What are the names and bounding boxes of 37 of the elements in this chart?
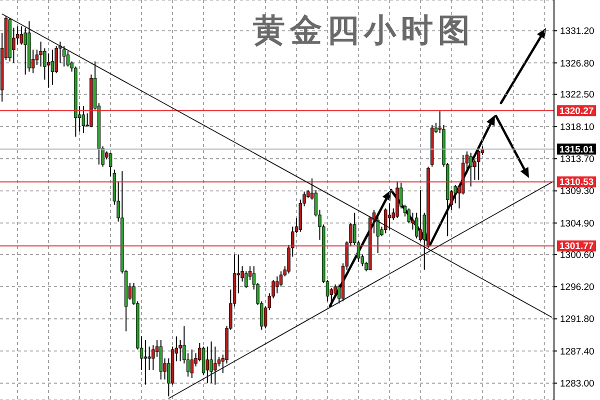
candlestick	[62, 46, 66, 68]
candlestick	[35, 49, 39, 66]
candlestick	[46, 52, 50, 88]
candlestick	[476, 149, 480, 180]
candlestick	[214, 346, 217, 386]
y-tick-label: 1318.10	[560, 122, 594, 133]
y-tick-label: 1296.20	[560, 282, 594, 294]
candlestick	[210, 341, 213, 384]
candlestick	[206, 346, 210, 384]
y-tick-label: 1287.40	[560, 346, 594, 358]
candlestick	[276, 276, 279, 294]
candlestick	[144, 340, 148, 386]
candlestick	[279, 270, 283, 288]
y-tick-label: 1300.60	[560, 250, 594, 261]
y-tick-label: 1304.90	[560, 218, 594, 230]
chart-title: 黄金四小时图	[253, 11, 475, 49]
candlestick	[388, 202, 392, 230]
candlestick	[418, 190, 422, 242]
candlestick	[24, 27, 27, 76]
candlestick	[217, 356, 221, 367]
candlestick	[39, 41, 42, 68]
candlestick	[66, 50, 70, 68]
candlestick	[469, 152, 472, 187]
candlestick	[190, 349, 194, 379]
y-tick-label: 1283.00	[560, 378, 594, 390]
candlestick	[148, 346, 151, 371]
candlestick	[82, 106, 86, 134]
y-tick-label: 1309.30	[560, 186, 594, 198]
y-tick-label: 1291.80	[560, 314, 594, 326]
y-tick-label: 1313.70	[560, 154, 594, 166]
candlestick	[384, 208, 388, 234]
y-tick-label: 1322.50	[560, 90, 594, 101]
y-tick-label: 1331.20	[560, 26, 594, 38]
y-tick-label: 1326.80	[560, 58, 594, 70]
candlestick	[178, 340, 182, 362]
candlestick	[20, 26, 24, 46]
candlestick	[50, 49, 54, 86]
